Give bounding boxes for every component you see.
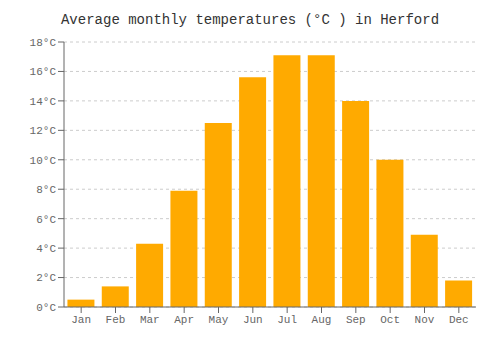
svg-text:Dec: Dec <box>449 314 469 326</box>
svg-text:14°C: 14°C <box>30 96 57 108</box>
svg-text:Nov: Nov <box>415 314 435 326</box>
html-text:Average monthly temperatures (: Average monthly temperatures (°C ) in He… <box>61 12 439 28</box>
svg-text:Jul: Jul <box>277 314 297 326</box>
svg-text:4°C: 4°C <box>36 243 56 255</box>
svg-text:18°C: 18°C <box>30 37 57 49</box>
svg-text:Feb: Feb <box>106 314 126 326</box>
svg-text:2°C: 2°C <box>36 272 56 284</box>
svg-text:12°C: 12°C <box>30 125 57 137</box>
svg-text:Sep: Sep <box>346 314 366 326</box>
svg-text:May: May <box>209 314 229 326</box>
svg-text:0°C: 0°C <box>36 302 56 314</box>
svg-text:Jan: Jan <box>71 314 91 326</box>
svg-text:Jun: Jun <box>243 314 263 326</box>
svg-text:Oct: Oct <box>380 314 400 326</box>
svg-text:Apr: Apr <box>174 314 194 326</box>
svg-text:16°C: 16°C <box>30 66 57 78</box>
svg-text:6°C: 6°C <box>36 214 56 226</box>
svg-text:Mar: Mar <box>140 314 160 326</box>
svg-text:8°C: 8°C <box>36 184 56 196</box>
svg-text:Aug: Aug <box>312 314 332 326</box>
svg-text:10°C: 10°C <box>30 155 57 167</box>
